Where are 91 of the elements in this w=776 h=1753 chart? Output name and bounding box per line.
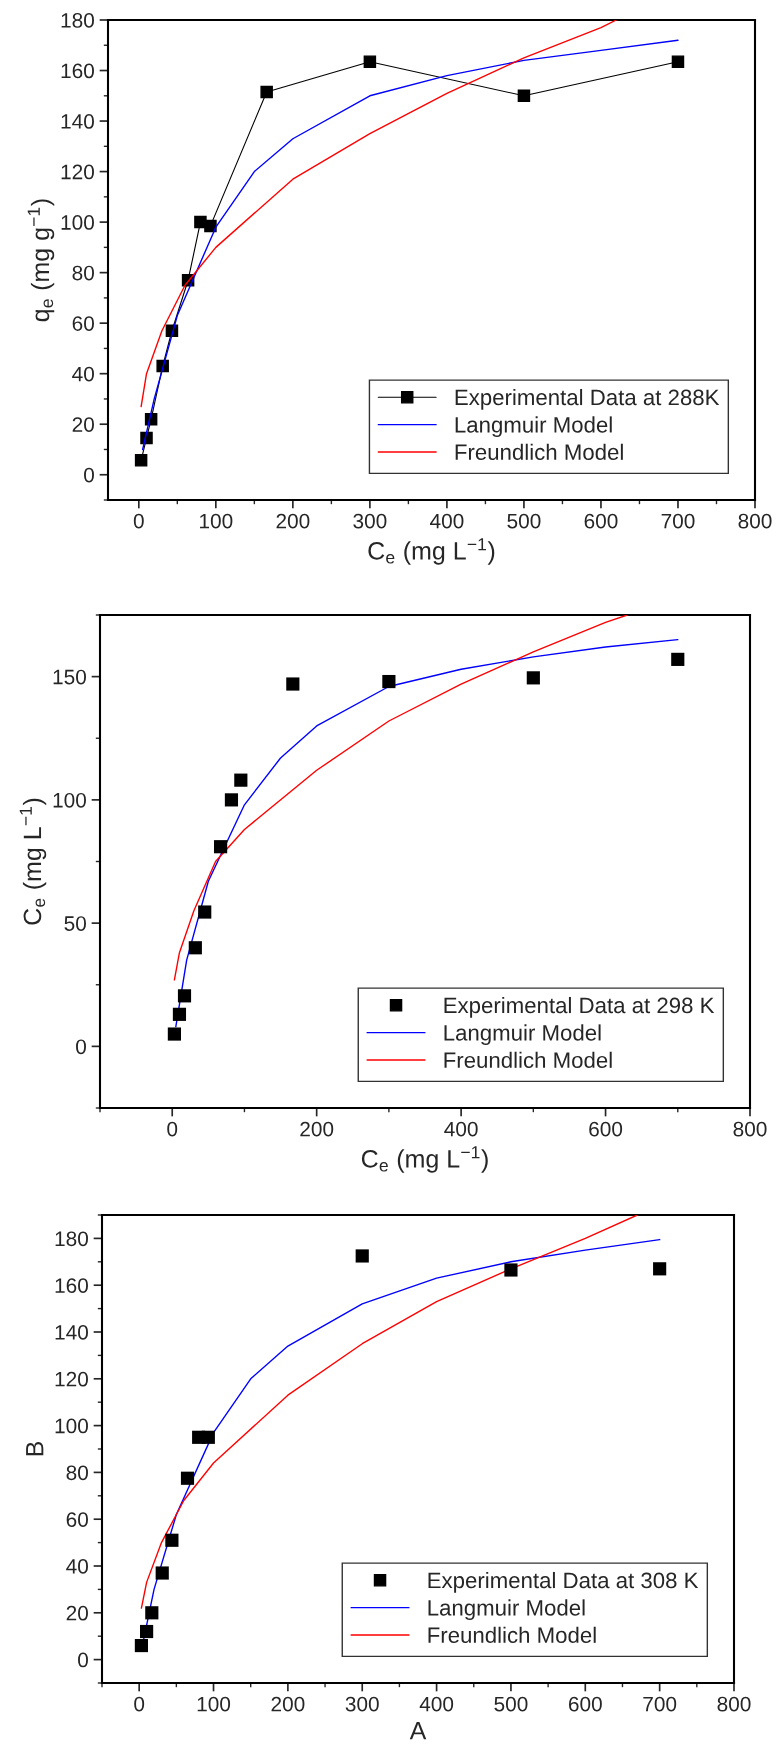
x-tick-label: 700 (661, 513, 695, 529)
y-tick-label: 140 (61, 114, 94, 129)
legend-label: Experimental Data at 308 K (428, 1571, 699, 1593)
point (177, 989, 192, 1003)
point (526, 671, 540, 685)
line-series (173, 615, 628, 981)
y-tick-label: 40 (72, 366, 94, 382)
legend-label: Experimental Data at 298 K (444, 996, 715, 1018)
x-tick-label: 600 (589, 1121, 623, 1137)
x-axis-title: C$_{e}$ (mg L$^{−1}$) (361, 1146, 488, 1173)
y-axis-title: q$_{e}$ (mg g$^{−1}$) (27, 199, 55, 322)
y-tick-label: 160 (55, 1278, 88, 1293)
x-tick-label: 400 (430, 513, 464, 529)
x-tick-label: 100 (197, 1696, 231, 1712)
legend-label: Langmuir Model (455, 416, 612, 438)
legend-label: Langmuir Model (428, 1599, 585, 1621)
y-tick-label: 120 (55, 1371, 88, 1387)
x-axis-title: A (409, 1722, 427, 1740)
x-tick-label: 600 (568, 1696, 602, 1712)
point (234, 773, 248, 787)
y-tick-label: 50 (64, 916, 86, 931)
point (134, 1638, 148, 1653)
y-tick-label: 40 (66, 1559, 88, 1574)
point (355, 1249, 369, 1263)
point (165, 1533, 179, 1547)
x-tick-label: 700 (643, 1696, 677, 1712)
y-tick-label: 20 (66, 1605, 88, 1621)
point (180, 1471, 195, 1485)
legend-label: Langmuir Model (444, 1024, 601, 1046)
x-tick-label: 200 (276, 513, 310, 529)
point (167, 1027, 181, 1041)
y-axis-title: B (26, 1441, 44, 1456)
y-tick-label: 0 (76, 1039, 86, 1055)
point (286, 677, 300, 691)
point (671, 55, 685, 68)
point (155, 1566, 169, 1580)
x-tick-label: 800 (738, 513, 772, 529)
point (363, 55, 377, 68)
point (214, 840, 228, 854)
y-tick-label: 150 (53, 669, 86, 685)
point (260, 85, 273, 99)
x-tick-label: 200 (271, 1696, 305, 1712)
y-tick-label: 100 (55, 1418, 88, 1434)
legend-label: Freundlich Model (444, 1051, 612, 1069)
legend-label: Experimental Data at 288K (455, 388, 720, 410)
x-tick-label: 400 (444, 1121, 478, 1137)
y-axis-title: C$_{e}$ (mg L$^{−1}$) (19, 798, 47, 925)
point (204, 219, 217, 233)
x-tick-label: 200 (300, 1121, 334, 1137)
x-tick-label: 300 (345, 1696, 379, 1712)
y-tick-label: 160 (61, 63, 94, 79)
x-tick-label: 500 (507, 513, 541, 529)
x-tick-label: 500 (494, 1696, 528, 1712)
y-tick-label: 100 (53, 792, 86, 808)
legend-label: Freundlich Model (428, 1626, 596, 1644)
x-tick-label: 100 (200, 513, 233, 529)
point (198, 905, 212, 919)
point (671, 652, 685, 666)
point (224, 793, 239, 807)
y-tick-label: 180 (55, 1231, 88, 1247)
y-tick-label: 120 (61, 164, 94, 180)
y-tick-label: 0 (84, 467, 94, 483)
x-tick-label: 300 (353, 513, 387, 529)
point (134, 454, 148, 467)
point (145, 1606, 159, 1620)
y-tick-label: 100 (61, 215, 94, 230)
x-tick-label: 0 (167, 1121, 178, 1137)
x-tick-label: 600 (584, 513, 618, 529)
y-tick-label: 140 (55, 1325, 88, 1340)
y-tick-label: 60 (72, 316, 94, 331)
x-tick-label: 0 (133, 513, 144, 529)
point (504, 1263, 518, 1277)
legend-label: Freundlich Model (455, 443, 623, 461)
y-tick-label: 60 (66, 1512, 88, 1527)
y-tick-label: 80 (66, 1465, 88, 1481)
y-tick-label: 180 (61, 13, 94, 28)
point (517, 89, 531, 103)
x-tick-label: 0 (134, 1696, 145, 1712)
y-tick-label: 0 (78, 1652, 88, 1668)
x-tick-label: 400 (419, 1696, 454, 1712)
point (201, 1430, 215, 1444)
point (172, 1007, 187, 1021)
point (382, 674, 396, 689)
y-tick-label: 80 (72, 265, 94, 281)
x-axis-title: C$_{e}$ (mg L$^{−1}$) (368, 538, 495, 565)
point (653, 1262, 667, 1276)
point (140, 1624, 154, 1639)
y-tick-label: 20 (72, 417, 94, 432)
point (188, 941, 202, 955)
x-tick-label: 800 (733, 1121, 767, 1137)
x-tick-label: 800 (717, 1696, 751, 1712)
